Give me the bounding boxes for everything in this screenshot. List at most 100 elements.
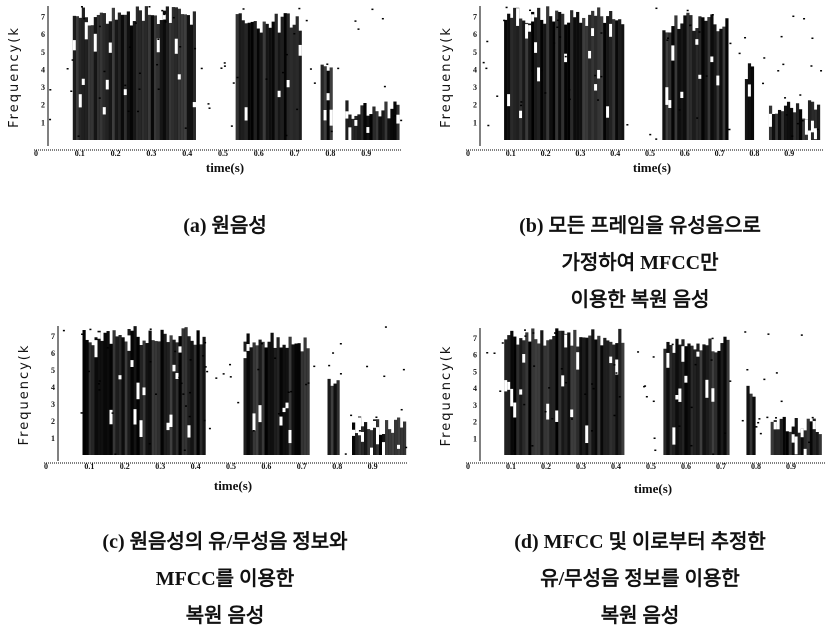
speckle <box>544 92 546 94</box>
spectrogram-column <box>671 26 674 140</box>
spectrogram-column <box>552 21 555 140</box>
spectrogram-column <box>107 331 110 455</box>
speckle <box>205 366 207 368</box>
spectrogram-gap <box>513 403 516 418</box>
spectrogram-column <box>771 422 774 455</box>
spectrogram-column <box>597 336 600 455</box>
spectrogram-column <box>281 17 284 140</box>
speckle <box>565 56 567 58</box>
speckle <box>513 450 515 452</box>
spectrogram-column <box>372 107 375 140</box>
spectrogram-column <box>558 331 561 455</box>
speckle <box>784 97 786 99</box>
speckle <box>506 7 508 9</box>
spectrogram-gap <box>555 410 558 421</box>
speckle <box>541 70 543 72</box>
y-tick-label: 4 <box>41 65 45 74</box>
spectrogram-gap <box>576 352 579 369</box>
spectrogram-column <box>787 102 790 140</box>
spectrogram-gap <box>131 360 134 367</box>
spectrogram-column <box>621 24 624 140</box>
spectrogram-column <box>182 328 185 455</box>
speckle <box>189 392 191 394</box>
speckle <box>305 384 307 386</box>
x-tick-label: 0.9 <box>784 149 794 158</box>
spectrogram-column <box>266 24 269 140</box>
spectrogram-gap <box>522 354 525 363</box>
spectrogram-column <box>585 26 588 140</box>
x-tick-label: 0 <box>44 462 48 471</box>
spectrogram-column <box>819 434 822 455</box>
spectrogram-column <box>570 346 573 455</box>
spectrogram-gap <box>283 408 286 412</box>
spectrogram-column <box>179 336 182 455</box>
spectrogram-column <box>513 337 516 455</box>
spectrogram-column <box>552 336 555 455</box>
speckle <box>690 445 692 447</box>
spectrogram-column <box>561 331 564 455</box>
y-tick-label: 3 <box>41 83 45 92</box>
speckle <box>763 379 765 381</box>
speckle <box>593 388 595 390</box>
caption-line: 이용한 복원 음성 <box>571 288 710 311</box>
speckle <box>215 377 217 379</box>
spectrogram-column <box>253 342 256 455</box>
spectrogram-gap <box>134 409 137 424</box>
speckle <box>695 364 697 366</box>
speckle <box>178 377 180 379</box>
spectrogram-column <box>160 20 163 140</box>
spectrogram-gap <box>253 413 256 430</box>
speckle <box>179 46 181 48</box>
speckle <box>594 75 596 77</box>
spectrogram-column <box>284 13 287 140</box>
y-tick-label: 7 <box>41 13 45 22</box>
spectrogram-column <box>786 431 789 455</box>
spectrogram-gap <box>792 434 795 442</box>
spectrogram-gap <box>534 42 537 53</box>
x-tick-label: 0.7 <box>290 149 300 158</box>
x-tick-label: 0.5 <box>218 149 228 158</box>
speckle <box>184 450 186 452</box>
speckle <box>655 8 657 10</box>
spectrogram-column <box>519 19 522 140</box>
spectrogram-gap <box>675 395 678 399</box>
y-tick-label: 4 <box>473 65 477 74</box>
spectrogram-column <box>397 417 400 455</box>
spectrogram-column <box>110 344 113 455</box>
spectrogram-column <box>169 23 172 140</box>
x-tick-label: 0.3 <box>146 149 156 158</box>
spectrogram-gap <box>507 94 510 106</box>
spectrogram-column <box>301 351 304 455</box>
speckle <box>354 20 356 22</box>
speckle <box>137 111 139 113</box>
spectrogram-gap <box>179 346 182 352</box>
x-tick-label: 0.1 <box>75 149 85 158</box>
spectrogram-column <box>88 25 91 140</box>
speckle <box>782 64 784 65</box>
spectrogram-column <box>176 342 179 455</box>
speckle <box>724 432 726 434</box>
speckle <box>224 65 226 67</box>
x-tick-label: 0.6 <box>680 149 690 158</box>
x-tick-label: 0.3 <box>576 462 586 471</box>
caption-line: 가정하여 MFCC만 <box>562 251 720 274</box>
speckle <box>781 36 783 38</box>
spectrogram-column <box>242 20 245 140</box>
spectrogram-gap <box>537 67 540 81</box>
x-axis-label: time(s) <box>634 481 672 496</box>
spectrogram-column <box>540 20 543 140</box>
x-tick-label: 0.4 <box>611 462 621 471</box>
speckle <box>201 68 203 70</box>
spectrogram-column <box>287 13 290 140</box>
spectrogram-column <box>564 334 567 455</box>
spectrogram-column <box>248 23 251 140</box>
spectrogram-gap <box>606 106 609 117</box>
speckle <box>520 105 522 107</box>
spectrogram-gap <box>245 107 248 120</box>
spectrogram-column <box>570 10 573 140</box>
speckle <box>49 119 51 121</box>
speckle <box>729 380 731 382</box>
speckle <box>296 109 298 111</box>
spectrogram-column <box>400 428 403 455</box>
spectrogram-gap <box>695 39 698 45</box>
